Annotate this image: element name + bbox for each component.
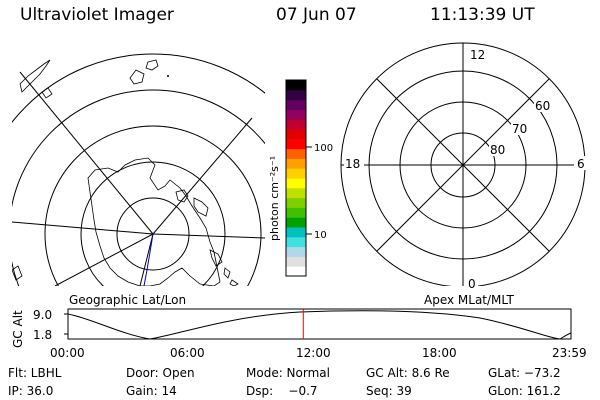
colorbar-swatch (286, 266, 306, 277)
date-label: 07 Jun 07 (276, 5, 357, 25)
colorbar-swatch (286, 119, 306, 130)
mlt-label-18: 18 (345, 157, 360, 171)
mlt-line-diagonal (376, 78, 550, 252)
altitude-curve (67, 310, 572, 340)
door-status: Door: Open (126, 366, 195, 380)
coastlines (12, 59, 239, 286)
right-panel-caption: Apex MLat/MLT (424, 293, 514, 307)
timeline-ylabel: GC Alt (11, 310, 25, 348)
gain-status: Gain: 14 (126, 384, 177, 398)
colorbar-swatch (286, 227, 306, 238)
colorbar-swatch (286, 217, 306, 228)
instrument-title: Ultraviolet Imager (20, 5, 174, 25)
timeline-xtick-label: 18:00 (422, 346, 457, 360)
timeline-ytick-label: 1.8 (33, 328, 52, 342)
timeline-frame (67, 308, 572, 340)
magnetic-polar-plot (340, 42, 586, 286)
label-bg (466, 276, 478, 290)
altitude-timeline: GC Alt 9.0 1.8 00:00 06:00 12:00 18:00 2… (11, 308, 587, 360)
colorbar-swatch (286, 129, 306, 140)
timeline-xtick-label: 00:00 (50, 346, 85, 360)
glon-status: GLon: 161.2 (488, 384, 561, 398)
mlat-label-60: 60 (535, 99, 550, 113)
latitude-circles (12, 53, 265, 286)
colorbar-swatch (286, 178, 306, 189)
filter-status: Flt: LBHL (8, 366, 62, 380)
label-bg (344, 156, 364, 170)
glat-status: GLat: −73.2 (488, 366, 561, 380)
colorbar-swatch (286, 197, 306, 208)
colorbar-swatch (286, 187, 306, 199)
label-bg (468, 47, 486, 61)
colorbar-swatch (286, 148, 306, 159)
colorbar-swatch (286, 158, 306, 169)
colorbar-swatch (286, 99, 306, 110)
colorbar-frame (285, 79, 307, 277)
colorbar-swatch (286, 246, 306, 257)
ground-track (143, 233, 154, 286)
timeline-ytick-label: 9.0 (33, 308, 52, 322)
dsp-status: Dsp: −0.7 (246, 384, 318, 398)
label-bg (489, 142, 509, 156)
label-bg (511, 121, 531, 135)
timeline-xtick-label: 06:00 (170, 346, 205, 360)
colorbar-swatch (286, 168, 306, 179)
seq-status: Seq: 39 (366, 384, 412, 398)
mlt-label-6: 6 (577, 157, 585, 171)
colorbar-swatch (286, 80, 306, 91)
colorbar-swatch (286, 109, 306, 120)
left-panel-caption: Geographic Lat/Lon (69, 293, 186, 307)
colorbar-unit: photon cm⁻²s⁻¹ (268, 156, 281, 241)
colorbar-swatch (286, 138, 306, 150)
ip-status: IP: 36.0 (8, 384, 54, 398)
mlt-label-0: 0 (468, 277, 476, 291)
colorbar-swatch (286, 89, 306, 101)
colorbar-swatch (286, 256, 306, 267)
label-bg (574, 156, 588, 170)
colorbar-swatch (286, 207, 306, 218)
mlat-label-70: 70 (512, 122, 527, 136)
mode-status: Mode: Normal (246, 366, 330, 380)
timeline-xtick-label: 12:00 (296, 346, 331, 360)
subsolar-point (167, 75, 169, 77)
colorbar-tick-label: 10 (314, 230, 327, 241)
time-label: 11:13:39 UT (430, 5, 535, 25)
colorbar-tick-label: 100 (314, 143, 333, 154)
mlt-label-12: 12 (470, 48, 485, 62)
colorbar-swatch (286, 236, 306, 248)
gc-alt-status: GC Alt: 8.6 Re (366, 366, 450, 380)
geographic-map (12, 53, 265, 286)
longitude-lines (12, 71, 265, 286)
colorbar: 100 10 photon cm⁻²s⁻¹ (268, 79, 333, 277)
timeline-xtick-label: 23:59 (552, 346, 587, 360)
mlat-label-80: 80 (490, 143, 505, 157)
label-bg (534, 98, 554, 112)
